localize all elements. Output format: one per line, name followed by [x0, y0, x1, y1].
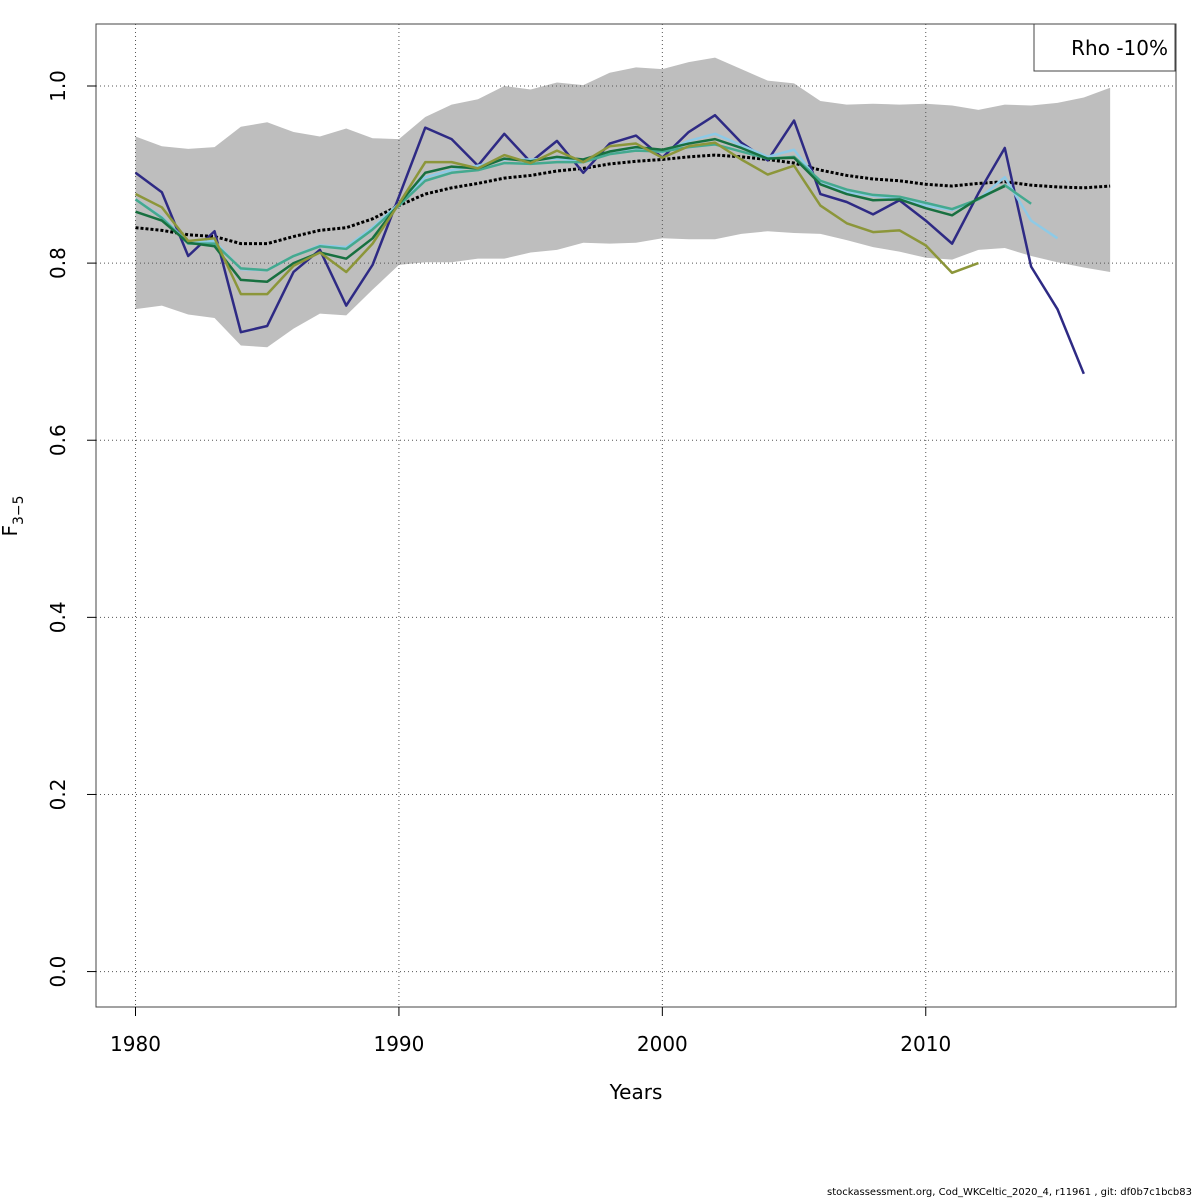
x-tick-label: 1980 [110, 1032, 161, 1056]
y-tick-label: 0.4 [46, 601, 70, 633]
legend: Rho -10% [1033, 23, 1176, 72]
x-axis-title: Years [609, 1080, 663, 1104]
y-tick-label: 0.0 [46, 956, 70, 988]
y-tick-label: 0.2 [46, 779, 70, 811]
y-axis-title-subscript: 3−5 [11, 495, 27, 525]
series-lines [134, 113, 1111, 375]
legend-entry: Rho -10% [1071, 36, 1168, 60]
series-line-6 [134, 141, 979, 296]
plot-frame [95, 23, 1177, 1008]
legend-box [1033, 23, 1176, 72]
x-tick-label: 2010 [900, 1032, 951, 1056]
confidence-band [135, 57, 1111, 348]
series-line-5 [135, 137, 1006, 283]
series-line-1 [135, 153, 1111, 246]
x-tick-label: 1990 [373, 1032, 424, 1056]
footer-credit: stockassessment.org, Cod_WKCeltic_2020_4… [827, 1187, 1192, 1198]
svg-text:F3−5: F3−5 [0, 495, 27, 536]
y-axis-title: F3−5 [0, 495, 27, 536]
confidence-band-area [135, 57, 1111, 348]
y-tick-label: 0.6 [46, 424, 70, 456]
x-axis: 1980 1990 2000 2010 [110, 1007, 951, 1056]
grid [96, 24, 1176, 1007]
y-axis: 0.0 0.2 0.4 0.6 0.8 1.0 [46, 70, 96, 987]
x-tick-label: 2000 [637, 1032, 688, 1056]
y-tick-label: 1.0 [46, 70, 70, 102]
y-tick-label: 0.8 [46, 247, 70, 279]
y-axis-title-main: F [0, 525, 22, 537]
series-line-2 [134, 113, 1085, 375]
